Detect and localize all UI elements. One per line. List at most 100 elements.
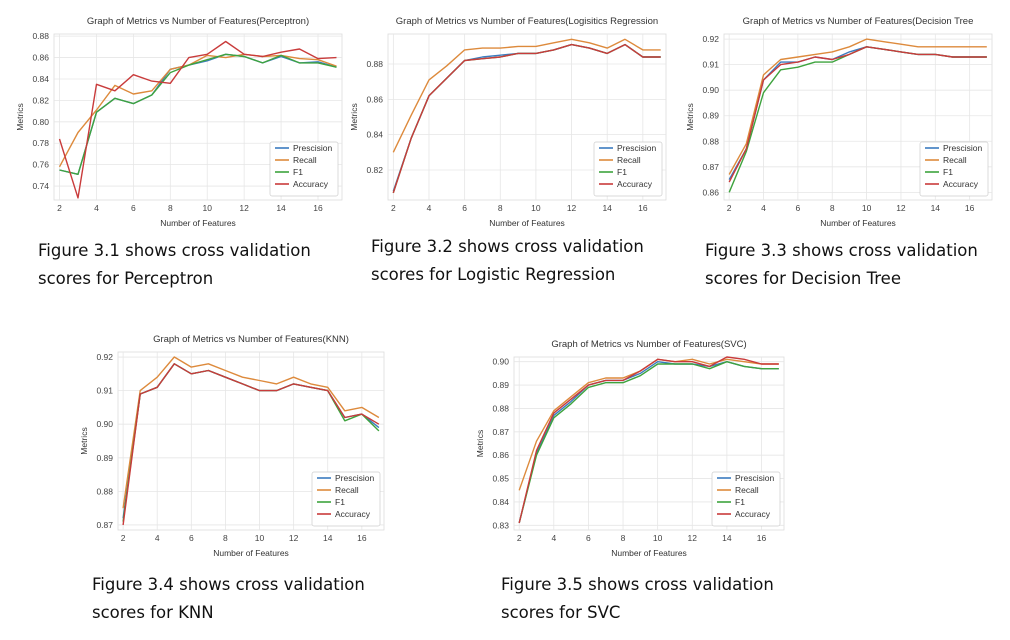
- x-axis-label: Number of Features: [160, 218, 236, 228]
- x-tick-label: 16: [357, 533, 367, 543]
- legend-label-recall: Recall: [943, 155, 967, 165]
- legend-label-f1: F1: [293, 167, 303, 177]
- legend-label-prescision: Prescision: [735, 473, 774, 483]
- legend-label-accuracy: Accuracy: [943, 179, 979, 189]
- series-line-accuracy: [518, 356, 779, 524]
- x-tick-label: 8: [168, 203, 173, 213]
- legend-label-recall: Recall: [735, 485, 759, 495]
- y-tick-label: 0.88: [96, 486, 113, 496]
- legend-label-prescision: Prescision: [617, 143, 656, 153]
- y-tick-label: 0.88: [366, 59, 383, 69]
- x-tick-label: 10: [202, 203, 212, 213]
- figure-caption-3-5: Figure 3.5 shows cross validation scores…: [501, 571, 774, 627]
- x-tick-label: 14: [276, 203, 286, 213]
- x-tick-label: 6: [189, 533, 194, 543]
- y-tick-label: 0.92: [702, 34, 719, 44]
- y-tick-label: 0.84: [366, 130, 383, 140]
- y-tick-label: 0.86: [492, 450, 509, 460]
- y-tick-label: 0.89: [702, 111, 719, 121]
- series-line-f1: [518, 361, 779, 524]
- y-axis-label: Metrics: [349, 103, 359, 130]
- x-tick-label: 6: [586, 533, 591, 543]
- x-axis-label: Number of Features: [611, 548, 687, 558]
- legend-label-f1: F1: [617, 167, 627, 177]
- legend-label-prescision: Prescision: [293, 143, 332, 153]
- x-tick-label: 12: [239, 203, 249, 213]
- y-tick-label: 0.91: [96, 386, 113, 396]
- legend-label-recall: Recall: [335, 485, 359, 495]
- x-tick-label: 6: [796, 203, 801, 213]
- chart-knn: Graph of Metrics vs Number of Features(K…: [79, 334, 385, 558]
- caption-line: Figure 3.1 shows cross validation: [38, 241, 311, 260]
- legend-label-accuracy: Accuracy: [617, 179, 653, 189]
- legend-box: [311, 471, 381, 527]
- caption-line: Figure 3.5 shows cross validation: [501, 575, 774, 594]
- y-tick-label: 0.88: [702, 136, 719, 146]
- y-tick-label: 0.84: [492, 497, 509, 507]
- x-tick-label: 10: [531, 203, 541, 213]
- y-tick-label: 0.87: [702, 162, 719, 172]
- figure-caption-3-1: Figure 3.1 shows cross validation scores…: [38, 237, 311, 293]
- x-tick-label: 14: [722, 533, 732, 543]
- chart-logistic-regression: Graph of Metrics vs Number of Features(L…: [349, 16, 667, 228]
- x-tick-label: 12: [567, 203, 577, 213]
- caption-line: Figure 3.3 shows cross validation: [705, 241, 978, 260]
- series-line-recall: [122, 356, 380, 509]
- caption-line: scores for SVC: [501, 603, 621, 622]
- x-axis-label: Number of Features: [820, 218, 896, 228]
- x-tick-label: 16: [965, 203, 975, 213]
- y-tick-label: 0.90: [702, 85, 719, 95]
- chart-panel-perceptron: Graph of Metrics vs Number of Features(P…: [14, 12, 354, 230]
- chart-title: Graph of Metrics vs Number of Features(P…: [87, 16, 309, 27]
- y-tick-label: 0.82: [32, 95, 49, 105]
- caption-line: Figure 3.2 shows cross validation: [371, 237, 644, 256]
- chart-panel-svc: Graph of Metrics vs Number of Features(S…: [474, 335, 796, 560]
- legend: Prescision Recall F1 Accuracy: [311, 471, 381, 527]
- x-tick-label: 10: [862, 203, 872, 213]
- y-tick-label: 0.78: [32, 138, 49, 148]
- x-tick-label: 4: [551, 533, 556, 543]
- legend-box: [593, 141, 663, 197]
- x-tick-label: 12: [688, 533, 698, 543]
- y-tick-label: 0.90: [96, 419, 113, 429]
- x-tick-label: 4: [94, 203, 99, 213]
- x-tick-label: 14: [602, 203, 612, 213]
- chart-title: Graph of Metrics vs Number of Features(S…: [551, 339, 746, 350]
- y-tick-label: 0.87: [96, 520, 113, 530]
- series-line-accuracy: [58, 40, 337, 199]
- x-axis-label: Number of Features: [489, 218, 565, 228]
- legend: Prescision Recall F1 Accuracy: [711, 471, 781, 527]
- y-tick-label: 0.86: [366, 94, 383, 104]
- y-axis-label: Metrics: [475, 430, 485, 457]
- legend: Prescision Recall F1 Accuracy: [269, 141, 339, 197]
- x-tick-label: 10: [653, 533, 663, 543]
- y-tick-label: 0.89: [492, 380, 509, 390]
- y-tick-label: 0.92: [96, 352, 113, 362]
- x-tick-label: 4: [427, 203, 432, 213]
- x-tick-label: 6: [131, 203, 136, 213]
- y-tick-label: 0.86: [702, 187, 719, 197]
- chart-panel-decision-tree: Graph of Metrics vs Number of Features(D…: [684, 12, 1004, 230]
- chart-title: Graph of Metrics vs Number of Features(K…: [153, 334, 349, 345]
- legend-box: [269, 141, 339, 197]
- series-line-accuracy: [122, 363, 380, 526]
- y-tick-label: 0.74: [32, 181, 49, 191]
- y-tick-label: 0.88: [32, 31, 49, 41]
- caption-line: scores for Decision Tree: [705, 269, 901, 288]
- legend-label-f1: F1: [335, 497, 345, 507]
- y-tick-label: 0.84: [32, 74, 49, 84]
- chart-decision-tree: Graph of Metrics vs Number of Features(D…: [685, 16, 993, 228]
- y-tick-label: 0.83: [492, 520, 509, 530]
- y-tick-label: 0.90: [492, 357, 509, 367]
- series-line-recall: [58, 53, 337, 168]
- figure-caption-3-2: Figure 3.2 shows cross validation scores…: [371, 233, 644, 289]
- legend: Prescision Recall F1 Accuracy: [593, 141, 663, 197]
- x-tick-label: 16: [757, 533, 767, 543]
- x-tick-label: 2: [517, 533, 522, 543]
- y-tick-label: 0.82: [366, 165, 383, 175]
- y-tick-label: 0.89: [96, 453, 113, 463]
- x-tick-label: 2: [727, 203, 732, 213]
- y-tick-label: 0.87: [492, 427, 509, 437]
- x-tick-label: 4: [761, 203, 766, 213]
- x-tick-label: 16: [638, 203, 648, 213]
